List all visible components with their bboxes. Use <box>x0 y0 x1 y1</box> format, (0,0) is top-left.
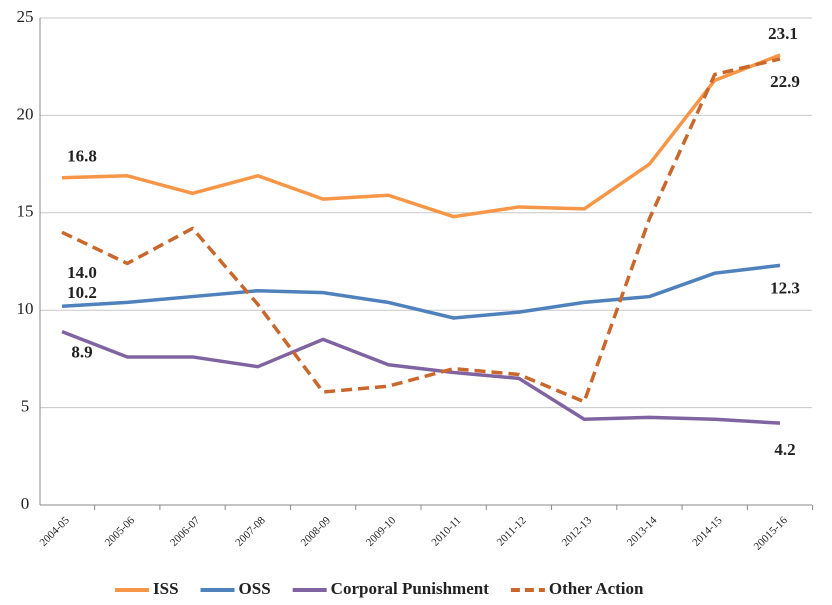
y-tick-label: 15 <box>17 202 34 221</box>
x-tick-label: 2012-13 <box>560 514 595 549</box>
data-label: 14.0 <box>67 263 97 282</box>
y-tick-label: 20 <box>17 104 34 123</box>
series-line <box>61 53 781 219</box>
legend-label: ISS <box>153 579 179 598</box>
data-label: 23.1 <box>768 24 798 43</box>
data-label: 22.9 <box>770 72 800 91</box>
legend-label: OSS <box>239 579 271 598</box>
series-line <box>61 329 781 425</box>
x-tick-label: 2006-07 <box>168 514 203 549</box>
legend: ISS OSS Corporal Punishment Other Action <box>115 579 644 598</box>
x-tick-label: 2014-15 <box>690 514 725 549</box>
data-label: 4.2 <box>774 440 795 459</box>
x-tick-label: 2007-08 <box>233 514 268 549</box>
x-tick-label: 2010-11 <box>429 514 463 548</box>
x-tick-label: 2004-05 <box>37 514 72 549</box>
series-line <box>61 57 781 404</box>
series-line <box>61 263 781 320</box>
x-tick-label: 2005-06 <box>103 514 138 549</box>
data-label: 10.2 <box>67 283 97 302</box>
data-label: 16.8 <box>67 147 97 166</box>
y-tick-label: 0 <box>21 494 30 513</box>
x-tick-label: 2013-14 <box>625 514 660 549</box>
data-label: 8.9 <box>71 343 92 362</box>
x-tick-label: 20015-16 <box>752 514 791 553</box>
y-tick-label: 10 <box>17 299 34 318</box>
y-tick-label: 25 <box>17 7 34 26</box>
y-tick-label: 5 <box>21 397 30 416</box>
legend-label: Corporal Punishment <box>331 579 490 598</box>
x-tick-label: 2011-12 <box>495 514 529 548</box>
x-tick-label: 2008-09 <box>299 514 334 549</box>
data-label: 12.3 <box>770 278 800 297</box>
legend-label: Other Action <box>549 579 644 598</box>
x-tick-label: 2009-10 <box>364 514 399 549</box>
